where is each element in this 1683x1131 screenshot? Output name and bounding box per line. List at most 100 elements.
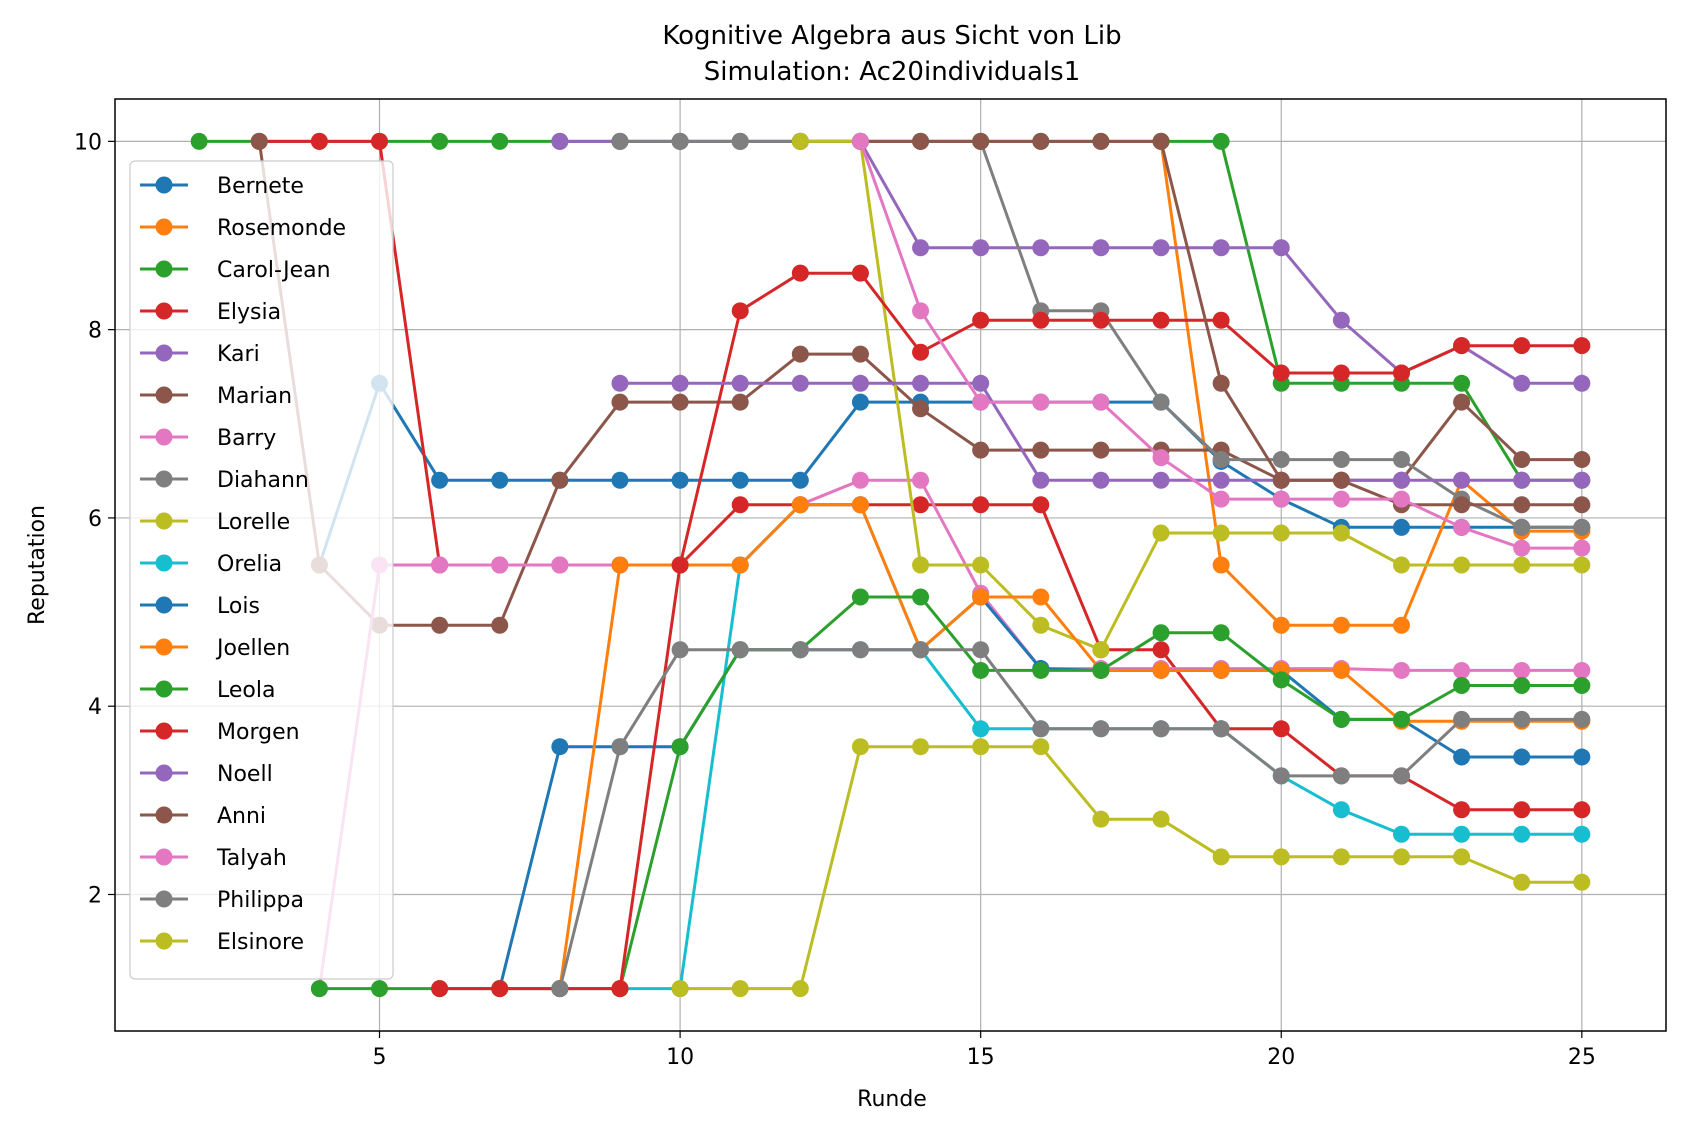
data-point [1392,616,1410,634]
legend-entry: Philippa [140,888,304,913]
data-point [912,400,930,418]
data-point [491,616,509,634]
data-point [1392,848,1410,866]
data-point [1152,810,1170,828]
data-point [1032,588,1050,606]
data-point [1272,471,1290,489]
legend-marker [155,638,173,656]
data-point [1573,518,1591,536]
data-point [731,980,749,998]
legend-label: Lorelle [217,510,290,535]
legend-marker [155,806,173,824]
data-point [1272,239,1290,257]
data-point [1152,311,1170,329]
data-point [551,471,569,489]
data-point [972,441,990,459]
data-point [1092,311,1110,329]
data-point [671,641,689,659]
data-point [731,641,749,659]
data-point [791,345,809,363]
data-point [1212,374,1230,392]
data-point [611,556,629,574]
data-point [1032,441,1050,459]
data-point [491,556,509,574]
data-point [1573,556,1591,574]
data-point [791,641,809,659]
data-point [912,738,930,756]
data-point [851,264,869,282]
data-point [912,132,930,150]
legend-marker [155,386,173,404]
x-tick-label: 5 [373,1045,387,1070]
legend-entry: Anni [140,804,266,829]
data-point [250,132,268,150]
data-point [551,980,569,998]
legend-label: Orelia [217,552,282,577]
data-point [972,556,990,574]
data-point [1092,471,1110,489]
data-point [1573,337,1591,355]
series-line [558,503,1582,989]
data-point [1152,132,1170,150]
data-point [1272,524,1290,542]
chart-title: Kognitive Algebra aus Sicht von Lib [662,21,1121,51]
data-point [1032,239,1050,257]
data-point [1332,524,1350,542]
data-point [1152,471,1170,489]
legend-label: Rosemonde [217,216,346,241]
data-point [1392,471,1410,489]
data-point [1453,337,1471,355]
data-point [1032,738,1050,756]
data-point [1332,848,1350,866]
data-point [912,496,930,514]
legend-label: Marian [217,384,292,409]
data-point [1453,710,1471,728]
data-point [1513,556,1531,574]
data-point [1332,767,1350,785]
series-lorelle [791,132,1591,659]
data-point [371,132,389,150]
data-point [1513,451,1531,469]
legend-label: Morgen [217,720,300,745]
legend-entry: Marian [140,384,292,409]
y-tick-label: 6 [88,507,102,532]
data-point [731,556,749,574]
legend-entry: Leola [140,678,275,703]
data-point [1513,337,1531,355]
data-point [1513,518,1531,536]
legend-entry: Carol-Jean [140,258,331,283]
data-point [972,374,990,392]
data-point [791,471,809,489]
data-point [912,343,930,361]
data-point [1152,720,1170,738]
legend-entry: Lois [140,594,260,619]
data-point [611,393,629,411]
series-line [317,478,1582,989]
data-point [1573,801,1591,819]
legend-label: Talyah [216,846,287,871]
legend-entry: Bernete [140,174,304,199]
data-point [1032,661,1050,679]
data-point [611,471,629,489]
legend-entry: Barry [140,426,276,451]
data-point [671,738,689,756]
data-point [1332,801,1350,819]
data-point [1212,490,1230,508]
data-point [431,471,449,489]
data-point [851,738,869,756]
data-point [1513,471,1531,489]
data-point [972,738,990,756]
legend-entry: Elysia [140,300,281,325]
data-point [731,374,749,392]
data-point [1272,767,1290,785]
data-point [1152,449,1170,467]
data-point [1272,490,1290,508]
data-point [912,641,930,659]
data-point [912,471,930,489]
data-point [1453,556,1471,574]
legend-entry: Kari [140,342,260,367]
data-point [1513,374,1531,392]
data-point [1513,710,1531,728]
data-point [551,132,569,150]
